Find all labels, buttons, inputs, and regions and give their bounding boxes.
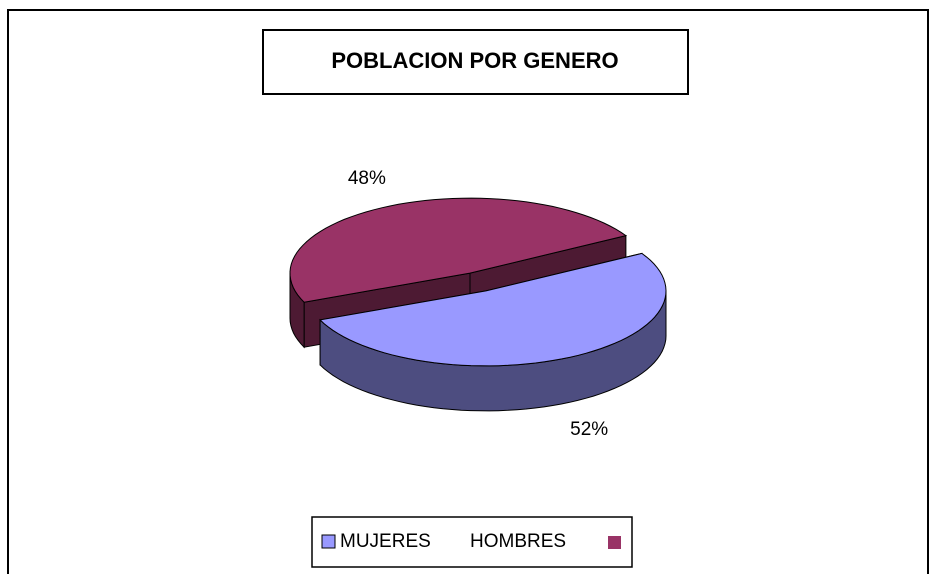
value-label: 48% [348, 168, 386, 189]
legend-swatch [608, 536, 621, 549]
legend-label: HOMBRES [470, 531, 566, 552]
value-label: 52% [570, 419, 608, 440]
legend-box [311, 516, 633, 568]
slice [289, 197, 628, 303]
title-box [262, 29, 689, 95]
slice [319, 252, 667, 367]
chart-title: POBLACION POR GENERO [331, 48, 618, 73]
legend-label: MUJERES [340, 531, 431, 552]
legend-swatch [321, 534, 336, 549]
